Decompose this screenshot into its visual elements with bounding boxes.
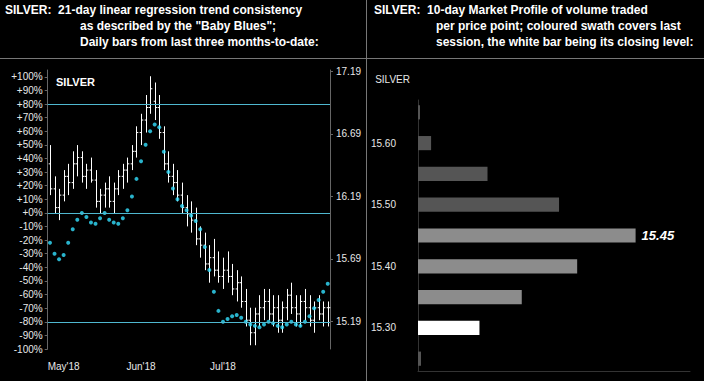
svg-text:SILVER: SILVER xyxy=(375,74,410,85)
svg-text:Jun'18: Jun'18 xyxy=(126,361,156,372)
svg-text:+70%: +70% xyxy=(17,112,43,123)
svg-text:+20%: +20% xyxy=(17,180,43,191)
svg-text:15.69: 15.69 xyxy=(336,253,361,264)
svg-text:16.69: 16.69 xyxy=(336,128,361,139)
svg-text:15.19: 15.19 xyxy=(336,316,361,327)
svg-text:15.30: 15.30 xyxy=(371,322,396,333)
svg-text:15.45: 15.45 xyxy=(642,228,675,243)
svg-text:15.40: 15.40 xyxy=(371,261,396,272)
svg-text:+0%: +0% xyxy=(22,207,42,218)
svg-text:-10%: -10% xyxy=(19,221,42,232)
svg-text:+10%: +10% xyxy=(17,194,43,205)
svg-text:+30%: +30% xyxy=(17,167,43,178)
svg-text:-90%: -90% xyxy=(19,330,42,341)
svg-text:+100%: +100% xyxy=(11,71,43,82)
svg-text:+90%: +90% xyxy=(17,85,43,96)
svg-text:-20%: -20% xyxy=(19,235,42,246)
svg-text:+50%: +50% xyxy=(17,139,43,150)
svg-text:15.60: 15.60 xyxy=(371,138,396,149)
svg-text:-80%: -80% xyxy=(19,316,42,327)
svg-text:-40%: -40% xyxy=(19,262,42,273)
svg-text:+40%: +40% xyxy=(17,153,43,164)
svg-text:Jul'18: Jul'18 xyxy=(210,361,236,372)
svg-text:session, the white bar being i: session, the white bar being its closing… xyxy=(436,35,693,49)
svg-text:-30%: -30% xyxy=(19,248,42,259)
svg-text:as described by the "Baby Blue: as described by the "Baby Blues"; xyxy=(80,19,276,33)
svg-text:SILVER: 21-day linear regress: SILVER: 21-day linear regression trend c… xyxy=(5,3,303,17)
svg-text:SILVER: 10-day Market Profile: SILVER: 10-day Market Profile of volume … xyxy=(374,3,648,17)
svg-text:-70%: -70% xyxy=(19,303,42,314)
svg-text:SILVER: SILVER xyxy=(56,76,95,88)
svg-text:-60%: -60% xyxy=(19,289,42,300)
svg-text:17.19: 17.19 xyxy=(336,66,361,77)
svg-text:-100%: -100% xyxy=(14,344,43,355)
svg-text:per price point; coloured swat: per price point; coloured swath covers l… xyxy=(436,19,681,33)
svg-text:-50%: -50% xyxy=(19,275,42,286)
svg-text:+60%: +60% xyxy=(17,126,43,137)
svg-text:Daily bars from last three mon: Daily bars from last three months-to-dat… xyxy=(80,35,319,49)
svg-text:May'18: May'18 xyxy=(48,361,80,372)
svg-text:+80%: +80% xyxy=(17,99,43,110)
svg-text:16.19: 16.19 xyxy=(336,191,361,202)
svg-text:15.50: 15.50 xyxy=(371,199,396,210)
